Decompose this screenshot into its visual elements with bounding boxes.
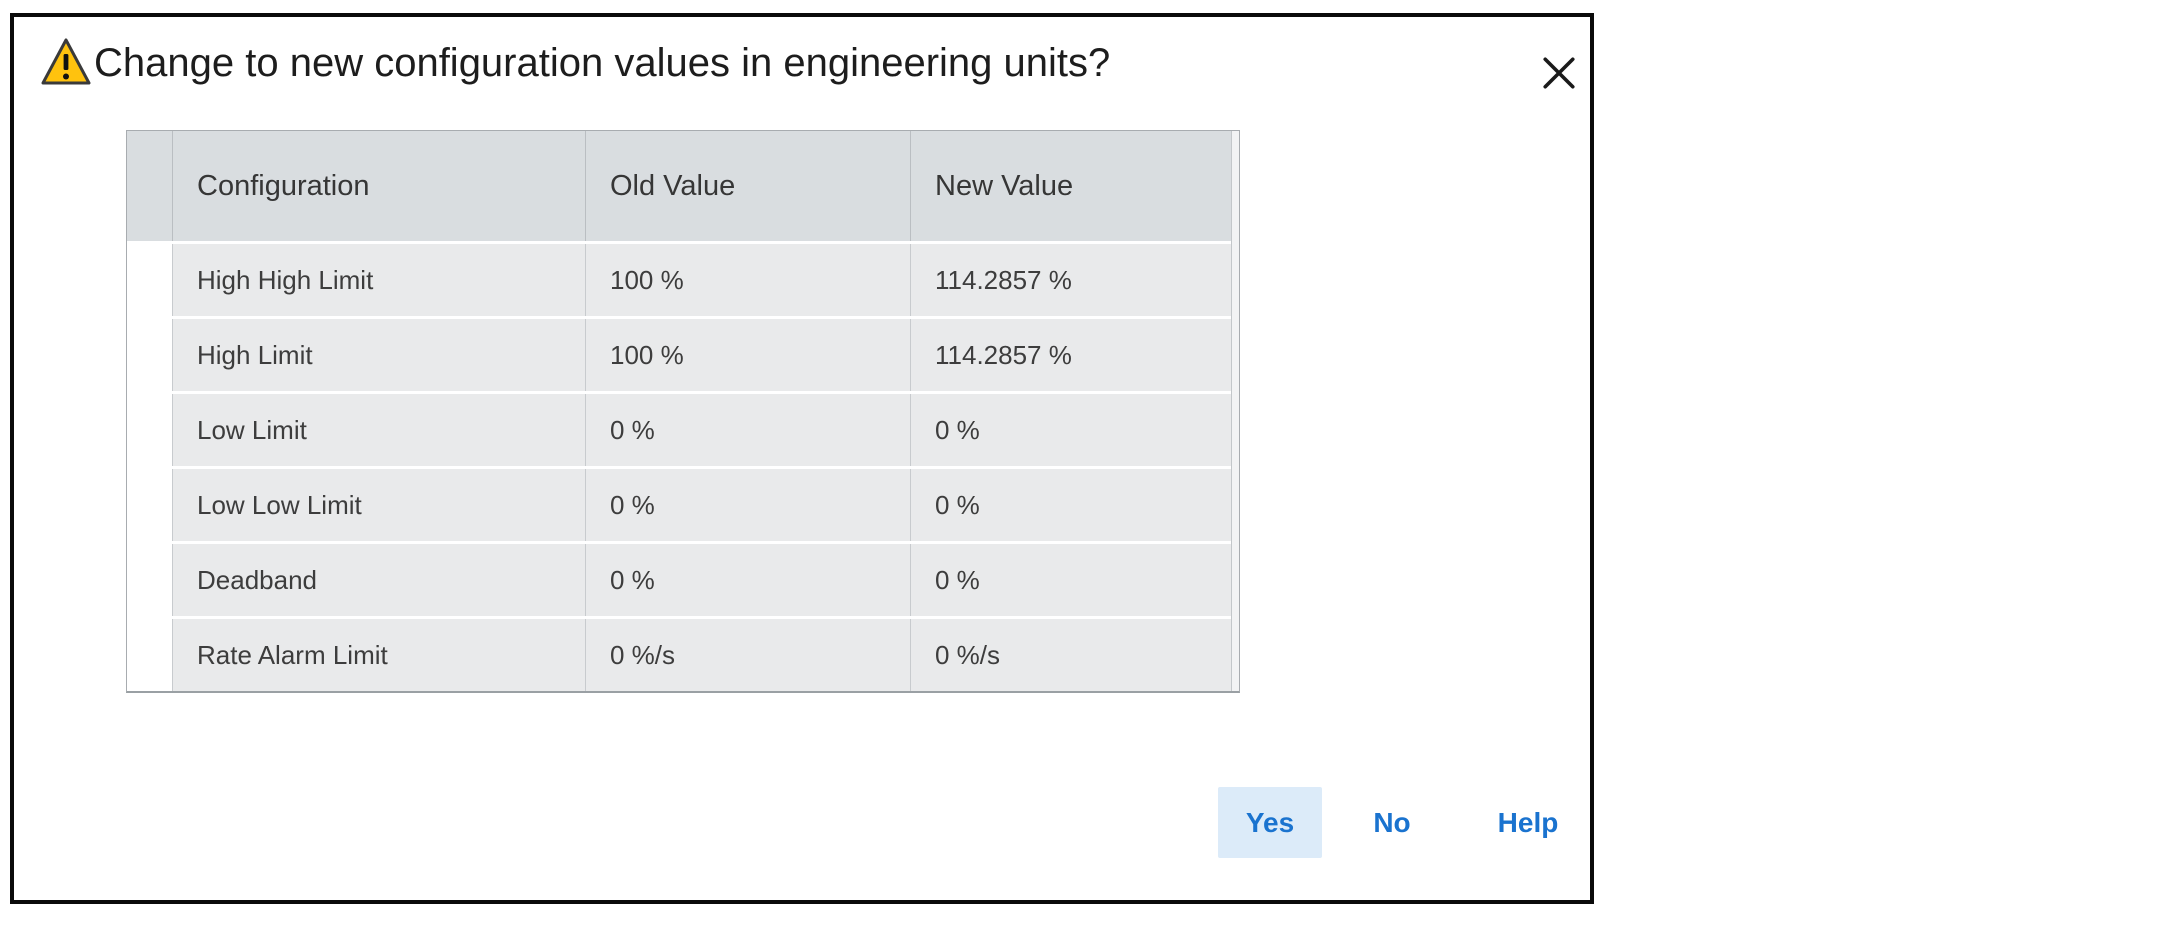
cell-configuration: High Limit [173, 319, 586, 391]
cell-new-value: 0 % [935, 414, 980, 445]
header-cell-configuration: Configuration [173, 131, 586, 241]
warning-icon [40, 37, 92, 87]
yes-button[interactable]: Yes [1218, 787, 1322, 858]
help-button[interactable]: Help [1466, 787, 1590, 858]
cell-old-value: 0 % [586, 394, 911, 466]
cell-configuration: Low Low Limit [173, 469, 586, 541]
cell-old-value: 0 % [586, 469, 911, 541]
dialog-title: Change to new configuration values in en… [94, 41, 1111, 85]
cell-row-selector [127, 619, 173, 691]
cell-row-selector [127, 394, 173, 466]
cell-configuration: High High Limit [173, 244, 586, 316]
dialog-title-bar: Change to new configuration values in en… [14, 17, 1590, 117]
header-cell-rowselector [127, 131, 173, 241]
cell-row-selector [127, 319, 173, 391]
cell-configuration: Low Limit [173, 394, 586, 466]
cell-old-value: 0 % [586, 544, 911, 616]
no-button[interactable]: No [1340, 787, 1444, 858]
header-cell-new-value: New Value [935, 169, 1074, 202]
cell-configuration: Rate Alarm Limit [173, 619, 586, 691]
cell-old-value: 100 % [586, 319, 911, 391]
header-cell-old-value: Old Value [586, 131, 911, 241]
cell-new-value: 0 %/s [935, 639, 1001, 670]
cell-new-value: 114.2857 % [935, 339, 1072, 370]
table-header-row: Configuration Old Value New Value [127, 131, 1239, 241]
table-row: High High Limit 100 % 114.2857 % [127, 244, 1239, 316]
cell-row-selector [127, 244, 173, 316]
cell-new-value: 114.2857 % [935, 264, 1072, 295]
table-scrollbar-track [1231, 131, 1239, 691]
cell-row-selector [127, 469, 173, 541]
cell-old-value: 100 % [586, 244, 911, 316]
table-row: Rate Alarm Limit 0 %/s 0 %/s [127, 619, 1239, 691]
table-row: High Limit 100 % 114.2857 % [127, 319, 1239, 391]
cell-configuration: Deadband [173, 544, 586, 616]
cell-new-value: 0 % [935, 489, 980, 520]
cell-row-selector [127, 544, 173, 616]
confirmation-dialog: Change to new configuration values in en… [10, 13, 1594, 904]
table-row: Low Limit 0 % 0 % [127, 394, 1239, 466]
cell-new-value: 0 % [935, 564, 980, 595]
close-icon [1541, 55, 1577, 94]
table-row: Deadband 0 % 0 % [127, 544, 1239, 616]
cell-old-value: 0 %/s [586, 619, 911, 691]
close-button[interactable] [1536, 51, 1582, 97]
configuration-table: Configuration Old Value New Value High H… [126, 130, 1240, 693]
table-body: High High Limit 100 % 114.2857 % High Li… [127, 244, 1239, 691]
table-row: Low Low Limit 0 % 0 % [127, 469, 1239, 541]
